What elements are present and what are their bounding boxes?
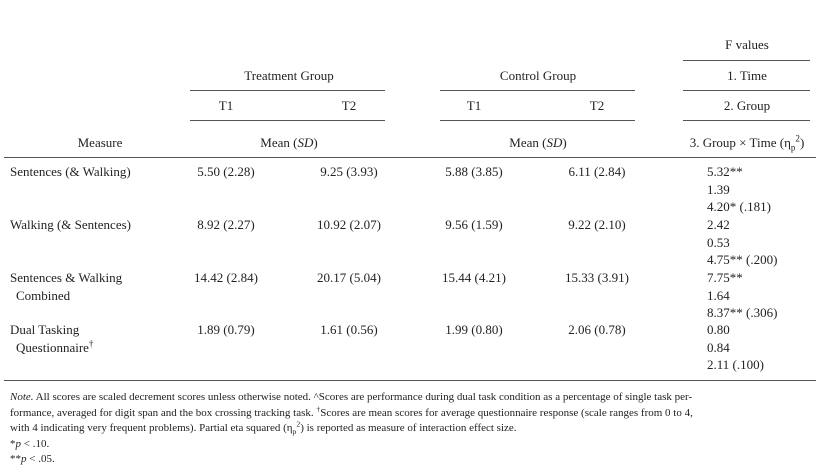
f-value: 0.53 (707, 234, 730, 250)
value-cell: 8.92 (2.27) (197, 217, 255, 232)
note-line: *p < .10. (10, 437, 49, 451)
f-value: 5.32** (707, 164, 743, 179)
header-cell: Control Group (499, 68, 577, 83)
f-value: 1.39 (707, 181, 730, 197)
header-cell: T2 (589, 98, 605, 113)
header-cell: Mean (SD) (509, 135, 566, 151)
text-part: 2 (795, 133, 800, 144)
note-line: formance, averaged for digit span and th… (10, 403, 693, 420)
f-value: 0.84 (707, 339, 730, 355)
value-cell: 5.50 (2.28) (197, 164, 255, 179)
text-part: Sentences (& Walking) (10, 164, 131, 179)
text-part: Sentences & Walking (10, 270, 123, 285)
f-value: 2.42 (707, 217, 730, 232)
measure-cell: Dual Tasking (10, 322, 79, 338)
value-cell: 9.22 (2.10) (568, 217, 626, 232)
text-part: p (292, 427, 297, 437)
value-cell: 14.42 (2.84) (194, 270, 258, 285)
header-cell: F values (725, 37, 769, 52)
text-part: Walking (& Sentences) (10, 217, 131, 232)
value-cell: 9.56 (1.59) (445, 217, 503, 232)
header-cell: 2. Group (723, 98, 771, 113)
text-part: ) is reported as measure of interaction … (300, 422, 517, 434)
text-part: Dual Tasking (10, 322, 80, 337)
header-cell: T2 (341, 98, 357, 113)
header-cell: Treatment Group (244, 68, 334, 83)
text-part: All scores are scaled decrement scores u… (33, 391, 693, 403)
header-cell: T1 (466, 98, 482, 113)
rule (683, 60, 810, 61)
text-part: ** (10, 453, 21, 465)
text-part: Questionnaire (16, 340, 89, 355)
text-part: ) (562, 135, 567, 150)
text-part: ) (313, 135, 318, 150)
rule (190, 90, 385, 91)
value-cell: 5.88 (3.85) (445, 164, 503, 179)
header-cell: 1. Time (727, 68, 767, 83)
rule (4, 380, 816, 381)
note-line: **p < .05. (10, 452, 55, 466)
text-part: SD (297, 135, 314, 150)
f-value: 2.11 (.100) (707, 357, 764, 372)
text-part: † (88, 338, 94, 349)
rule (440, 90, 635, 91)
text-part: Mean ( (509, 135, 547, 150)
text-part: p (790, 142, 796, 153)
measure-cell: Sentences (& Walking) (10, 164, 131, 180)
f-value: 7.75** (707, 270, 743, 285)
value-cell: 20.17 (5.04) (317, 270, 381, 285)
value-cell: 1.89 (0.79) (197, 322, 255, 337)
measure-cell: Walking (& Sentences) (10, 217, 131, 233)
rule (190, 120, 385, 121)
measure-cell: Combined (16, 288, 70, 304)
f-value: 4.20* (.181) (707, 199, 771, 214)
text-part: Scores are mean scores for average quest… (320, 406, 693, 419)
text-part: ) (799, 135, 805, 150)
measure-cell: Questionnaire† (16, 338, 94, 356)
f-value: 4.75** (.200) (707, 252, 778, 267)
rule (440, 120, 635, 121)
value-cell: 6.11 (2.84) (568, 164, 626, 179)
value-cell: 15.33 (3.91) (565, 270, 629, 285)
text-part: SD (546, 135, 563, 150)
value-cell: 15.44 (4.21) (442, 270, 506, 285)
header-cell: Measure (77, 135, 123, 150)
value-cell: 1.99 (0.80) (445, 322, 503, 337)
header-cell: Mean (SD) (260, 135, 317, 151)
f-value: 1.64 (707, 287, 730, 303)
text-part: * (10, 437, 16, 450)
f-value: 8.37** (.306) (707, 305, 778, 320)
text-part: with 4 indicating very frequent problems… (10, 422, 293, 434)
text-part: < .10. (21, 437, 50, 450)
text-part: p (21, 453, 27, 465)
text-part: < .05. (26, 453, 55, 465)
note-line: with 4 indicating very frequent problems… (10, 419, 517, 437)
text-part: p (15, 437, 22, 450)
header-cell: T1 (218, 98, 234, 113)
text-part: Note. (10, 391, 34, 403)
note-line: Note. All scores are scaled decrement sc… (10, 390, 692, 404)
text-part: 3. Group × Time (η (689, 135, 791, 150)
rule (683, 120, 810, 121)
text-part: Mean ( (260, 135, 298, 150)
text-part: † (316, 403, 321, 413)
measure-cell: Sentences & Walking (10, 270, 122, 286)
f-value: 0.80 (707, 322, 730, 337)
rule (4, 157, 816, 158)
text-part: 2 (296, 419, 301, 429)
rule (683, 90, 810, 91)
value-cell: 1.61 (0.56) (320, 322, 378, 337)
value-cell: 2.06 (0.78) (568, 322, 626, 337)
header-cell: 3. Group × Time (ηp2) (689, 133, 805, 153)
value-cell: 9.25 (3.93) (320, 164, 378, 179)
text-part: formance, averaged for digit span and th… (10, 406, 317, 419)
text-part: Combined (16, 288, 71, 303)
value-cell: 10.92 (2.07) (317, 217, 381, 232)
